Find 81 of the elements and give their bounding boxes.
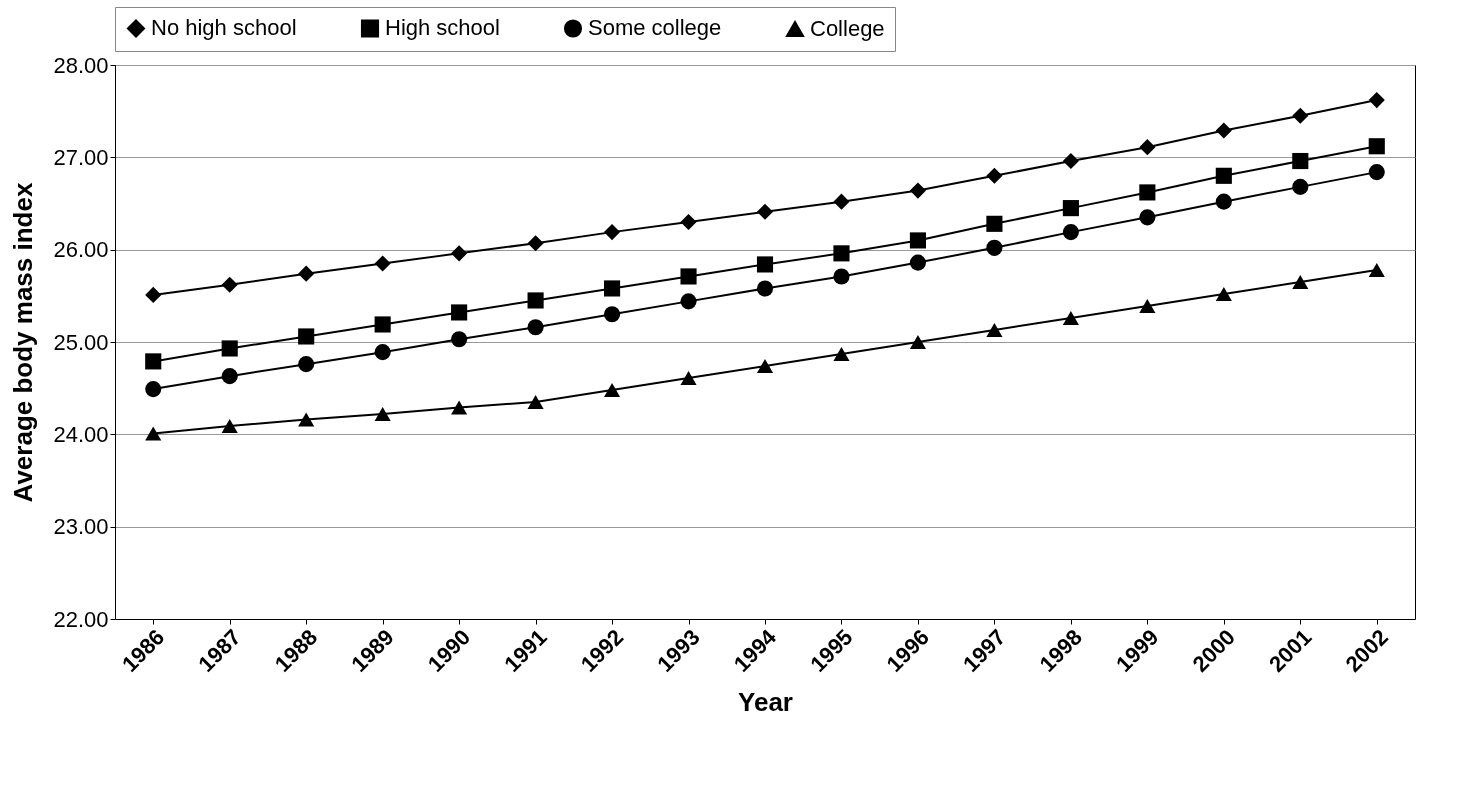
point [145, 426, 162, 441]
point [1368, 164, 1385, 181]
y-tick-label: 28.00 [53, 52, 109, 78]
point [374, 407, 391, 421]
point [986, 323, 1003, 337]
point [1368, 138, 1385, 155]
point [833, 245, 850, 262]
point [145, 353, 162, 370]
point [451, 304, 468, 321]
legend-label: No high school [151, 15, 297, 41]
point [680, 371, 697, 385]
point [1292, 178, 1309, 195]
legend-label: High school [385, 15, 500, 41]
point [221, 368, 238, 385]
point [221, 419, 238, 434]
point [1139, 184, 1156, 201]
point [1062, 311, 1079, 325]
point [1062, 200, 1079, 217]
x-axis-title: Year [738, 686, 793, 717]
point [298, 265, 315, 282]
point [986, 215, 1003, 232]
point [145, 286, 162, 303]
point [1368, 92, 1385, 109]
point [833, 347, 850, 361]
y-tick-label: 23.00 [53, 514, 109, 540]
point [833, 193, 850, 210]
point [298, 356, 315, 373]
point [604, 306, 621, 323]
point [909, 182, 926, 199]
point [833, 268, 850, 285]
y-tick-label: 22.00 [53, 606, 109, 632]
point [604, 280, 621, 297]
point [1062, 152, 1079, 170]
point [1292, 152, 1309, 170]
legend-label: Some college [588, 15, 722, 41]
point [756, 280, 774, 297]
point [909, 254, 926, 271]
point [986, 239, 1003, 256]
point [604, 383, 621, 397]
point [1368, 263, 1385, 277]
point [1139, 139, 1156, 156]
point [221, 340, 238, 357]
y-tick-label: 26.00 [53, 237, 109, 263]
point [756, 256, 774, 273]
point [451, 400, 468, 415]
legend-label: College [810, 16, 885, 41]
point [527, 235, 544, 252]
point [527, 319, 544, 336]
point [1139, 209, 1156, 226]
point [527, 395, 544, 409]
point [986, 167, 1003, 184]
point [604, 224, 621, 241]
point [451, 331, 468, 348]
point [145, 381, 162, 398]
point [1215, 167, 1232, 184]
point [374, 316, 391, 333]
y-tick-label: 24.00 [53, 421, 109, 447]
point [1215, 287, 1232, 301]
point [680, 268, 697, 285]
point [527, 292, 544, 309]
point [1215, 193, 1232, 210]
point [298, 412, 315, 427]
point [374, 255, 391, 272]
point [909, 232, 926, 249]
y-tick-label: 25.00 [53, 329, 109, 355]
point [1139, 299, 1156, 313]
point [680, 293, 697, 310]
y-axis-title: Average body mass index [8, 182, 39, 503]
point [909, 335, 926, 349]
point [221, 276, 238, 293]
point [680, 213, 697, 231]
point [756, 203, 774, 220]
point [451, 245, 468, 262]
point [374, 344, 391, 361]
point [1215, 122, 1232, 139]
y-tick-label: 27.00 [53, 144, 109, 170]
point [298, 328, 315, 345]
point [1292, 275, 1309, 289]
point [1062, 224, 1079, 241]
point [756, 359, 774, 373]
point [1292, 107, 1309, 124]
